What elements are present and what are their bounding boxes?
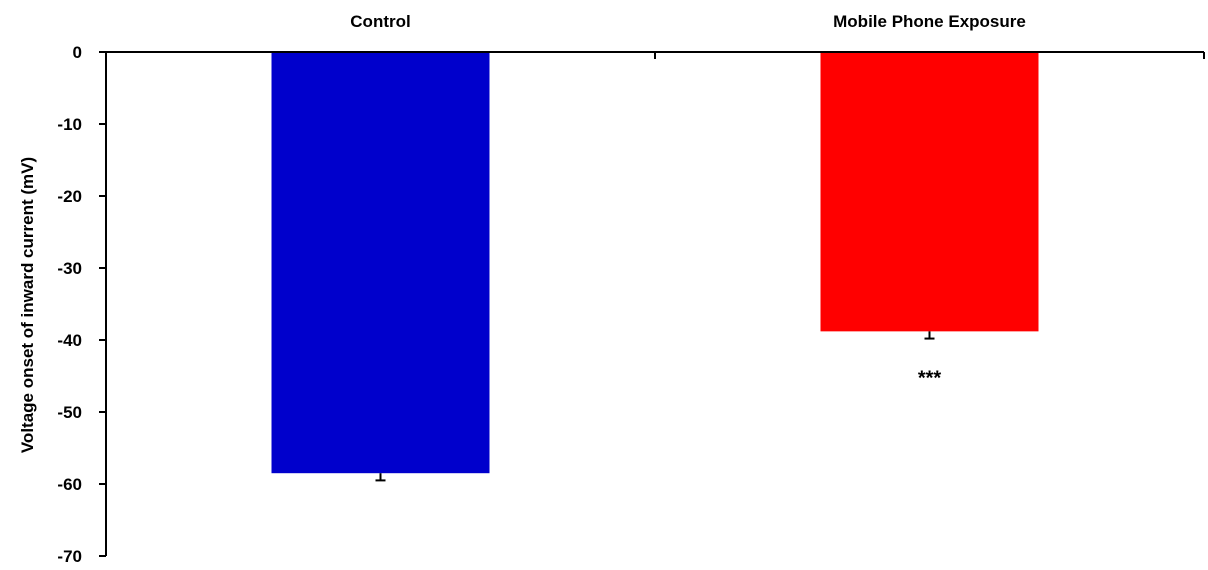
significance-marker: *** <box>918 368 942 390</box>
plot-area: 0 -10 -20 -30 -40 -50 -60 -70 Control Mobile Phon… <box>57 12 1205 566</box>
y-tick-label: -10 <box>57 115 82 134</box>
y-tick-label: -30 <box>57 259 82 278</box>
bar-control <box>271 52 490 474</box>
y-tick-label: -60 <box>57 475 82 494</box>
category-label: Mobile Phone Exposure <box>833 12 1026 31</box>
y-axis-title: Voltage onset of inward current (mV) <box>18 157 37 453</box>
y-tick-label: -20 <box>57 187 82 206</box>
y-tick-label: -70 <box>57 547 82 566</box>
y-tick-label: -40 <box>57 331 82 350</box>
y-tick-label: 0 <box>73 43 82 62</box>
bar-mobile-phone-exposure <box>820 52 1039 332</box>
category-label: Control <box>350 12 410 31</box>
y-tick-label: -50 <box>57 403 82 422</box>
